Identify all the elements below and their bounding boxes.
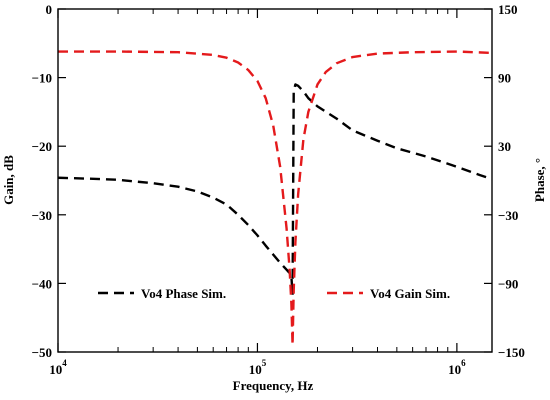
legend: Vo4 Phase Sim. Vo4 Gain Sim. [98, 286, 450, 301]
y-right-tick-label: −150 [498, 345, 525, 360]
y-axis-right-title: Phase, ° [532, 158, 547, 202]
series-layer [57, 50, 493, 347]
y-right-tick-label: 90 [498, 71, 511, 86]
x-tick-label: 104 [49, 358, 67, 377]
legend-label-gain: Vo4 Gain Sim. [370, 286, 450, 301]
y-left-tick-label: 0 [46, 2, 53, 17]
x-tick-label: 105 [249, 358, 267, 377]
y-left-tick-label: −10 [32, 71, 52, 86]
x-tick-label: 106 [448, 358, 466, 377]
y-right-tick-label: −90 [498, 276, 518, 291]
phase-series-line [57, 83, 493, 297]
plot-frame [57, 8, 493, 353]
ticks-layer [57, 8, 492, 353]
labels-layer: 104 105 106 0 −10 −20 −30 −40 −50 150 90 30 −30 −90 −1… [32, 2, 525, 377]
x-axis-title: Frequency, Hz [233, 378, 314, 393]
gain-series-line [58, 50, 493, 347]
y-left-tick-label: −50 [32, 345, 52, 360]
legend-label-phase: Vo4 Phase Sim. [141, 286, 226, 301]
y-left-tick-label: −40 [32, 276, 52, 291]
y-axis-left-title: Gain, dB [1, 155, 16, 205]
y-left-tick-label: −30 [32, 208, 52, 223]
y-right-tick-label: 30 [498, 139, 511, 154]
y-right-tick-label: 150 [498, 2, 518, 17]
y-right-tick-label: −30 [498, 208, 518, 223]
y-left-tick-label: −20 [32, 139, 52, 154]
